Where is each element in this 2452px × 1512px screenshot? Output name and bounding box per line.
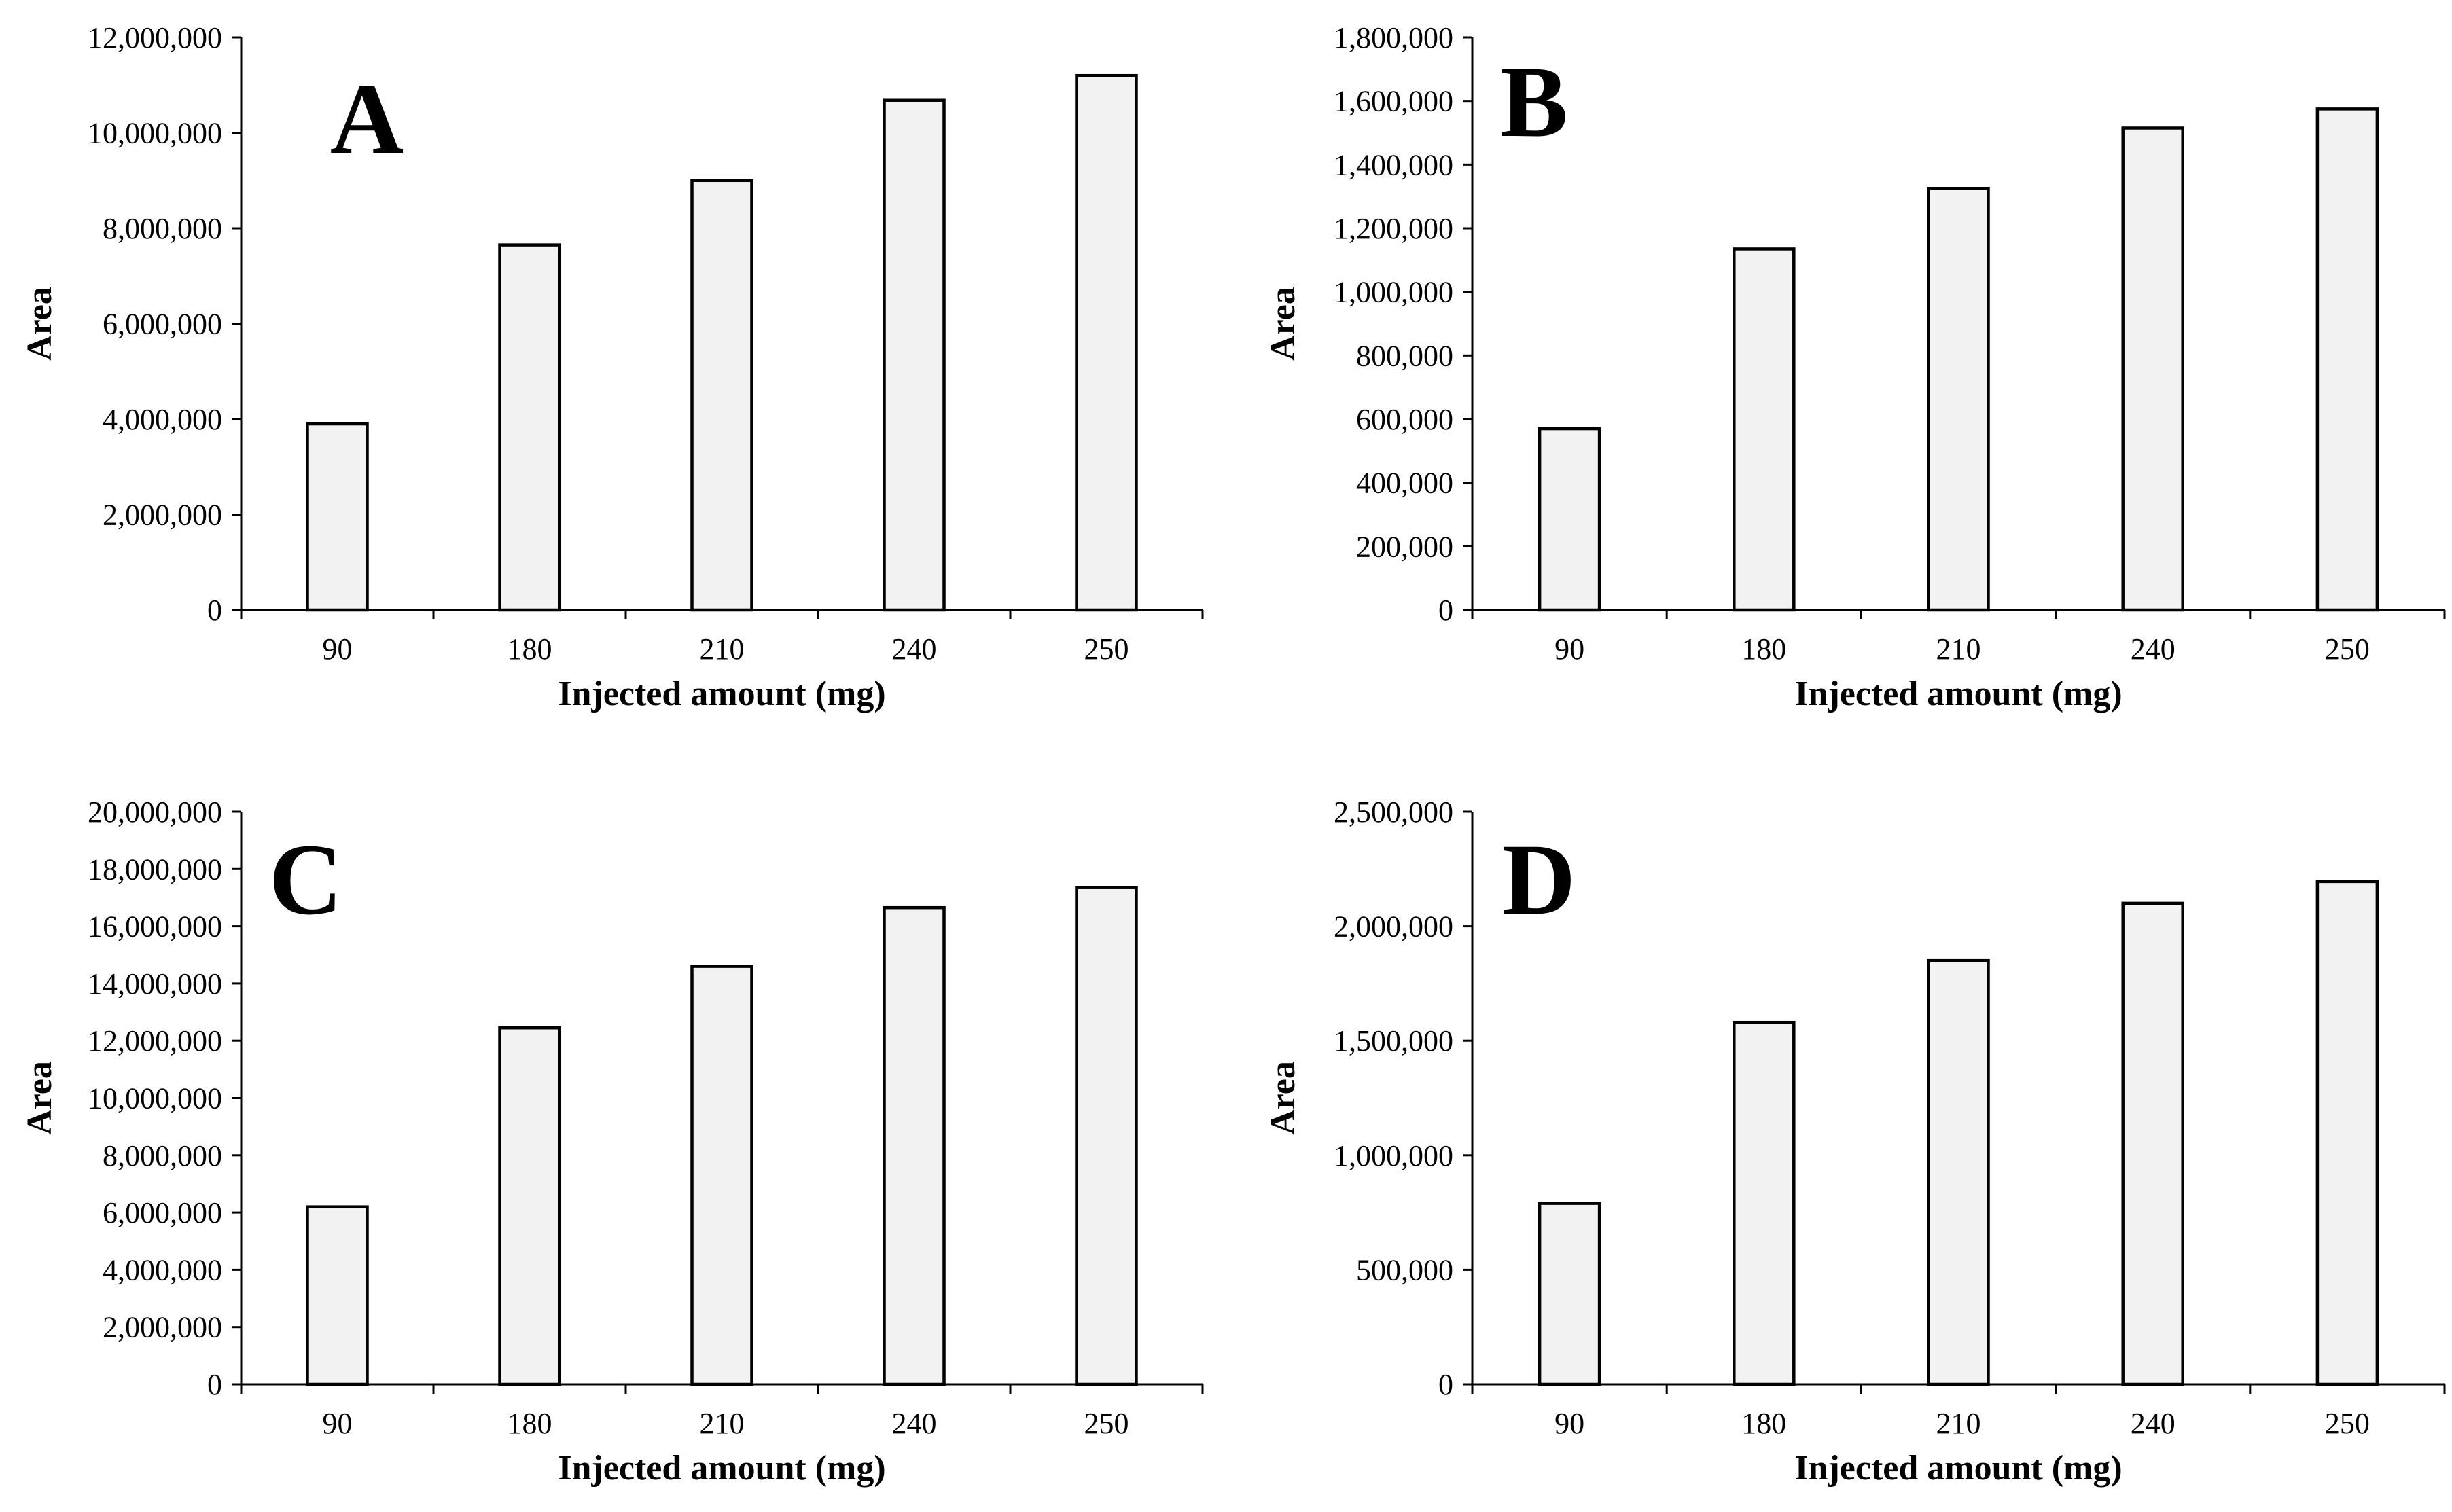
bar-180 [1733, 1020, 1796, 1386]
y-tick-label: 500,000 [1356, 1253, 1453, 1286]
bar-210 [1927, 958, 1990, 1386]
x-tick-label: 250 [1084, 1407, 1129, 1440]
y-tick-label: 18,000,000 [88, 852, 222, 886]
x-tick-label: 240 [2131, 1407, 2175, 1440]
x-tick-label: 240 [892, 1407, 937, 1440]
bar-240 [883, 98, 946, 612]
bar-90 [306, 422, 369, 612]
panel-label-d: D [1502, 823, 1576, 936]
x-tick-label: 180 [508, 632, 552, 666]
x-axis-title: Injected amount (mg) [1794, 674, 2122, 713]
x-tick-label: 90 [323, 632, 353, 666]
y-tick-label: 6,000,000 [103, 308, 222, 341]
bar-240 [2121, 901, 2184, 1386]
y-tick-label: 0 [207, 594, 222, 627]
y-tick-label: 800,000 [1356, 339, 1453, 372]
y-tick-label: 12,000,000 [88, 21, 222, 54]
y-tick-label: 8,000,000 [103, 1139, 222, 1172]
y-tick-label: 10,000,000 [88, 1082, 222, 1115]
panel-label-c: C [269, 823, 342, 936]
x-axis-title: Injected amount (mg) [558, 674, 885, 713]
bar-210 [690, 179, 753, 612]
x-tick-label: 250 [1084, 632, 1129, 666]
bar-210 [690, 965, 753, 1386]
y-tick-label: 6,000,000 [103, 1196, 222, 1229]
y-tick-label: 2,500,000 [1334, 795, 1453, 829]
y-tick-label: 2,000,000 [103, 499, 222, 532]
bar-250 [2315, 107, 2379, 612]
y-tick-label: 0 [207, 1368, 222, 1401]
y-tick-label: 400,000 [1356, 467, 1453, 500]
x-tick-label: 180 [1741, 632, 1786, 666]
bar-240 [883, 905, 946, 1386]
bar-250 [1075, 73, 1138, 612]
y-axis-title: Area [1264, 287, 1302, 361]
y-tick-label: 1,200,000 [1334, 212, 1453, 245]
panel-label-b: B [1500, 46, 1568, 158]
y-tick-label: 0 [1438, 1368, 1453, 1401]
chart-panel-c: 0 2,000,000 4,000,000 6,000,000 8,000,000 10,… [20, 795, 1204, 1488]
x-tick-label: 210 [1936, 1407, 1981, 1440]
y-tick-label: 0 [1438, 594, 1453, 627]
y-tick-label: 1,800,000 [1334, 21, 1453, 54]
x-tick-label: 210 [1936, 632, 1981, 666]
y-tick-label: 14,000,000 [88, 967, 222, 1001]
y-tick-label: 600,000 [1356, 403, 1453, 436]
chart-panel-a: 0 2,000,000 4,000,000 6,000,000 8,000,000 10,… [20, 21, 1204, 713]
bar-250 [1075, 886, 1138, 1386]
y-tick-label: 1,500,000 [1334, 1024, 1453, 1058]
x-tick-label: 210 [700, 1407, 745, 1440]
y-tick-label: 10,000,000 [88, 117, 222, 150]
y-tick-label: 2,000,000 [1334, 910, 1453, 943]
x-tick-label: 240 [892, 632, 937, 666]
y-tick-label: 12,000,000 [88, 1024, 222, 1058]
y-axis-title: Area [20, 1061, 59, 1135]
x-axis-title: Injected amount (mg) [1794, 1449, 2122, 1488]
y-tick-label: 2,000,000 [103, 1311, 222, 1344]
panel-label-a: A [330, 62, 404, 175]
x-tick-label: 180 [508, 1407, 552, 1440]
x-tick-label: 90 [1554, 1407, 1584, 1440]
y-tick-label: 16,000,000 [88, 910, 222, 943]
y-tick-label: 1,000,000 [1334, 1139, 1453, 1172]
y-tick-label: 20,000,000 [88, 795, 222, 829]
x-tick-label: 210 [700, 632, 745, 666]
bar-90 [1538, 427, 1601, 612]
y-axis-title: Area [20, 287, 59, 361]
bar-180 [1733, 247, 1796, 612]
bar-180 [498, 243, 561, 612]
x-tick-label: 90 [1554, 632, 1584, 666]
bar-250 [2315, 880, 2379, 1386]
y-tick-label: 8,000,000 [103, 212, 222, 245]
x-tick-label: 180 [1741, 1407, 1786, 1440]
y-tick-label: 1,600,000 [1334, 85, 1453, 118]
chart-panel-d: 0 500,000 1,000,000 1,500,000 2,000,000 2,500… [1264, 795, 2446, 1488]
bar-180 [498, 1026, 561, 1386]
bar-210 [1927, 187, 1990, 612]
x-axis-title: Injected amount (mg) [558, 1449, 885, 1488]
y-tick-label: 1,400,000 [1334, 148, 1453, 181]
bar-90 [306, 1205, 369, 1386]
x-tick-label: 250 [2325, 1407, 2370, 1440]
y-tick-label: 1,000,000 [1334, 276, 1453, 309]
x-tick-label: 240 [2131, 632, 2175, 666]
x-tick-label: 90 [323, 1407, 353, 1440]
x-tick-label: 250 [2325, 632, 2370, 666]
chart-panel-b: 0 200,000 400,000 600,000 800,000 1,000,000 1,… [1264, 21, 2446, 713]
y-tick-label: 200,000 [1356, 530, 1453, 563]
bar-90 [1538, 1202, 1601, 1386]
bar-240 [2121, 126, 2184, 612]
y-axis-title: Area [1264, 1061, 1302, 1135]
y-tick-label: 4,000,000 [103, 403, 222, 436]
y-tick-label: 4,000,000 [103, 1253, 222, 1286]
